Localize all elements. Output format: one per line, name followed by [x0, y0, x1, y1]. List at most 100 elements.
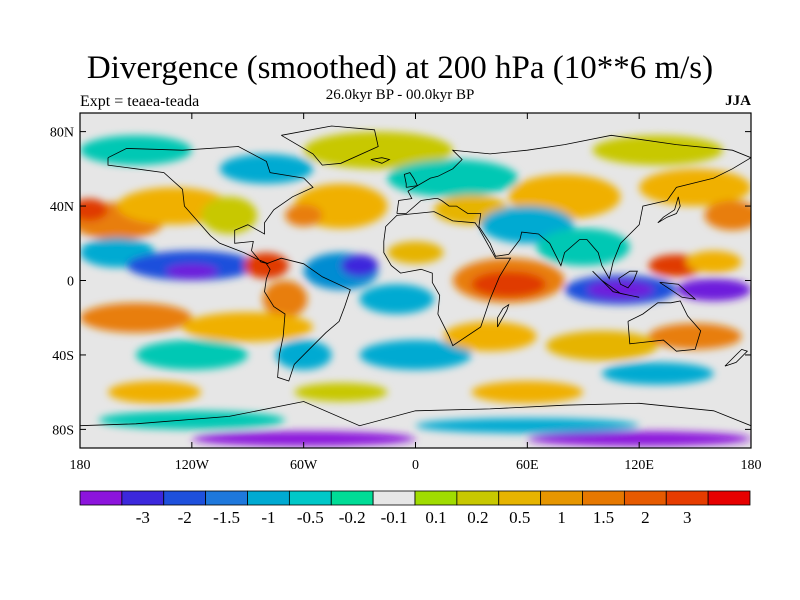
map-area: [80, 113, 751, 448]
colorbar-swatch: [288, 490, 332, 506]
field-blob-3: [201, 196, 258, 234]
colorbar-swatch: [330, 490, 374, 506]
colorbar-swatch: [498, 490, 542, 506]
lon-tick-label: 120E: [624, 458, 654, 473]
field-blob-41: [601, 362, 714, 385]
coastline-antarctica: [80, 401, 751, 427]
coastline-greenland: [281, 125, 379, 166]
lon-tick-label: 0: [412, 458, 419, 473]
field-blob-19: [262, 280, 308, 318]
colorbar-label: -3: [136, 508, 150, 527]
field-blob-22: [359, 284, 435, 314]
colorbar-label: -2: [178, 508, 192, 527]
colorbar-label: -1: [261, 508, 275, 527]
experiment-label: Expt = teaea-teada: [80, 93, 200, 110]
field-blob-21: [340, 254, 379, 277]
coastline-south-america: [264, 257, 351, 382]
field-blob-8: [219, 153, 313, 184]
colorbar-swatch: [540, 490, 583, 506]
colorbar-swatch: [163, 490, 207, 506]
field-blob-5: [285, 204, 323, 227]
colorbar-swatch: [121, 490, 165, 506]
lon-tick-label: 60E: [516, 458, 539, 473]
coastline-japan: [657, 196, 681, 224]
field-blob-42: [107, 381, 202, 404]
lat-tick-label: 80S: [52, 423, 74, 438]
lon-tick-label: 180: [741, 458, 762, 473]
field-blob-46: [415, 418, 640, 434]
lon-tick-label: 120W: [175, 458, 210, 473]
colorbar-label: 0.2: [467, 508, 488, 527]
colorbar-swatch: [372, 490, 416, 506]
plot-subtitle: 26.0kyr BP - 00.0kyr BP: [325, 87, 475, 103]
coastline-north-america: [107, 146, 314, 265]
colorbar-swatch: [623, 490, 667, 506]
field-blob-35: [135, 340, 248, 370]
field-blob-27: [536, 228, 630, 266]
coastline-africa: [383, 211, 512, 347]
colorbar-swatch: [414, 490, 458, 506]
field-blob-17: [165, 263, 218, 279]
field-blob-39: [545, 330, 658, 361]
field-blob-29: [586, 280, 655, 300]
colorbar-swatch: [582, 490, 625, 506]
coastline-new-zealand: [724, 348, 749, 367]
field-blob-13: [704, 200, 751, 231]
colorbar-swatch: [205, 490, 248, 506]
lat-tick-label: 40S: [52, 349, 74, 364]
field-blob-44: [471, 381, 584, 404]
field-blob-38: [443, 321, 537, 352]
divergence-field: [80, 131, 751, 447]
field-blob-25: [471, 271, 546, 298]
longitude-axis: 180 120W 60W 0 60E 120E 180: [70, 113, 762, 473]
field-blob-47: [191, 431, 416, 447]
colorbar-swatch: [665, 490, 709, 506]
coastline-australia: [627, 300, 702, 352]
colorbar-label: 1.5: [593, 508, 614, 527]
colorbar-label: 3: [683, 508, 692, 527]
coastline-borneo: [618, 270, 638, 289]
coastline-britain: [403, 172, 419, 188]
field-blob-2: [117, 187, 230, 225]
field-blob-32: [685, 250, 742, 274]
colorbar-label: 1: [557, 508, 566, 527]
season-label: JJA: [725, 93, 751, 109]
lat-tick-label: 80N: [50, 126, 74, 141]
field-blob-23: [387, 241, 444, 264]
latitude-axis: 80N 40N 0 40S 80S: [50, 126, 751, 438]
plot-title: Divergence (smoothed) at 200 hPa (10**6 …: [86, 50, 714, 86]
field-blob-40: [648, 323, 742, 350]
coastline-eurasia: [396, 134, 751, 280]
field-blob-1: [80, 198, 108, 221]
colorbar-swatch: [247, 490, 290, 506]
colorbar-swatch: [456, 490, 500, 506]
field-blob-7: [80, 135, 192, 166]
colorbar-label: -0.2: [339, 508, 366, 527]
lon-tick-label: 180: [70, 458, 91, 473]
field-blob-33: [80, 302, 192, 333]
coastline-indonesia: [592, 270, 640, 298]
field-blob-6: [303, 131, 453, 169]
colorbar-swatch: [707, 490, 751, 506]
field-blob-14: [592, 135, 724, 166]
field-blob-34: [182, 312, 313, 342]
coastline-madagascar: [497, 303, 510, 328]
colorbar-label: -0.1: [381, 508, 408, 527]
field-blob-9: [387, 159, 519, 197]
colorbar-label: 0.5: [509, 508, 530, 527]
colorbar-label: -1.5: [213, 508, 240, 527]
colorbar-label: 2: [641, 508, 650, 527]
lon-tick-label: 60W: [290, 458, 318, 473]
lat-tick-label: 40N: [50, 200, 74, 215]
field-blob-48: [527, 431, 751, 447]
field-blob-18: [244, 252, 289, 279]
field-blob-43: [294, 382, 388, 402]
field-blob-45: [98, 410, 286, 430]
colorbar-label: 0.1: [425, 508, 446, 527]
coastline-iceland: [370, 157, 391, 164]
coastline-new-guinea: [659, 282, 697, 300]
field-blob-30: [676, 278, 751, 301]
coastlines: [80, 125, 751, 427]
field-blob-12: [639, 168, 751, 207]
